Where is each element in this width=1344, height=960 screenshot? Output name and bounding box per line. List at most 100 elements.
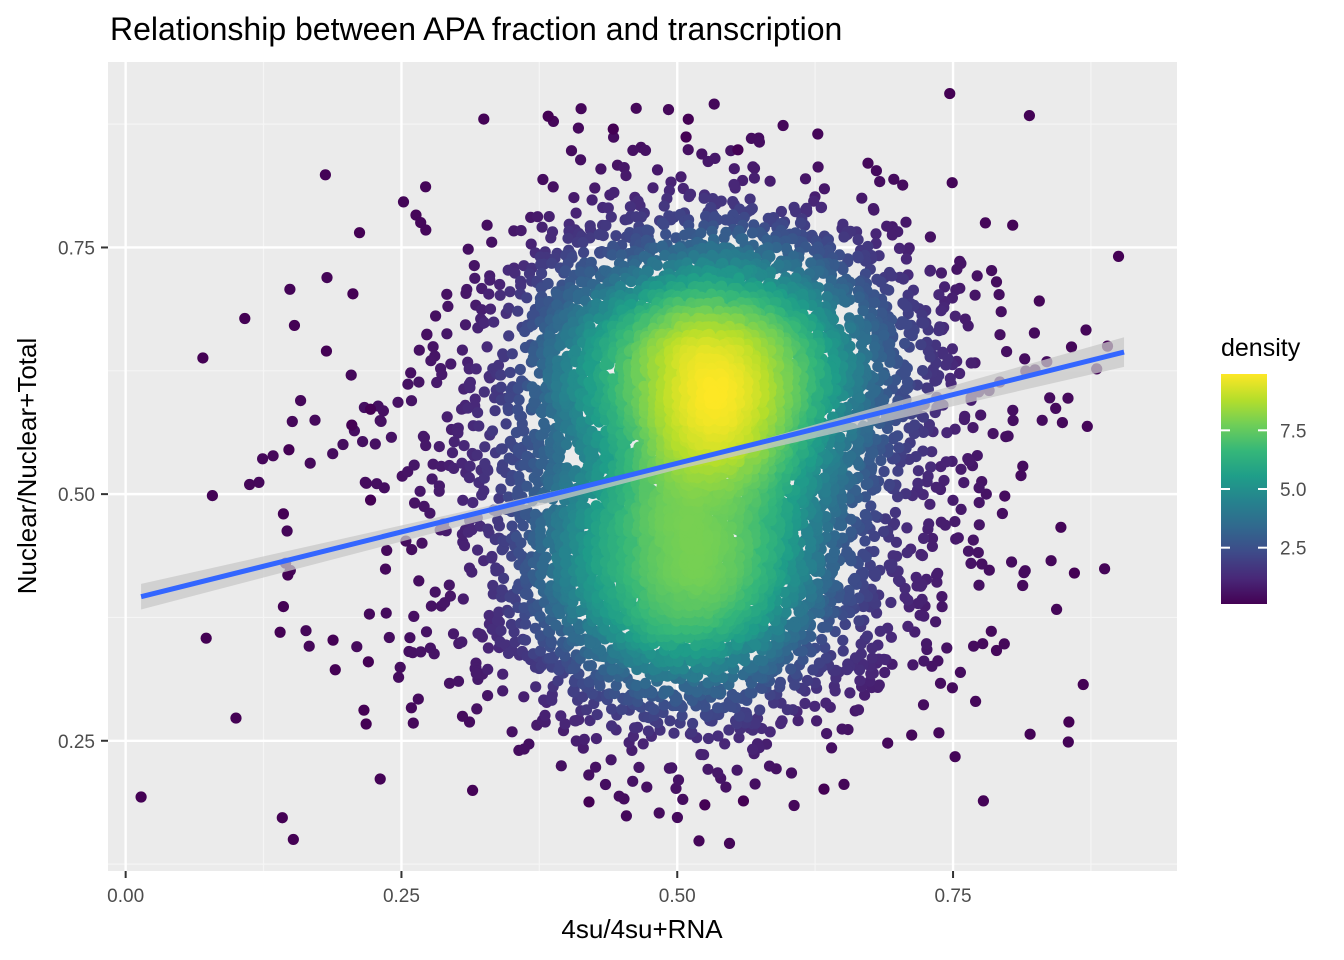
data-point bbox=[479, 441, 491, 453]
data-point bbox=[605, 754, 617, 766]
data-point bbox=[845, 450, 857, 462]
data-point bbox=[505, 618, 517, 631]
data-point bbox=[639, 144, 652, 156]
data-point bbox=[878, 653, 890, 665]
data-point bbox=[995, 306, 1007, 318]
data-point bbox=[794, 217, 807, 229]
data-point bbox=[337, 438, 349, 451]
data-point bbox=[521, 450, 533, 462]
data-point bbox=[512, 305, 524, 317]
data-point bbox=[954, 367, 966, 380]
data-point bbox=[481, 219, 493, 231]
data-point bbox=[627, 775, 639, 787]
data-point bbox=[902, 620, 914, 633]
data-point bbox=[664, 715, 676, 727]
data-point bbox=[284, 283, 296, 295]
data-point bbox=[651, 259, 664, 271]
data-point bbox=[867, 447, 879, 459]
data-point bbox=[441, 411, 453, 423]
data-point bbox=[971, 450, 983, 462]
data-point bbox=[849, 652, 862, 664]
data-point bbox=[436, 368, 448, 381]
data-point bbox=[575, 103, 587, 115]
data-point bbox=[1028, 327, 1040, 339]
data-point bbox=[1062, 392, 1074, 404]
data-point bbox=[620, 170, 632, 182]
data-point bbox=[534, 630, 546, 642]
data-point bbox=[590, 761, 602, 773]
data-point bbox=[467, 784, 479, 797]
data-point bbox=[345, 369, 357, 381]
data-point bbox=[1056, 417, 1068, 429]
data-point bbox=[498, 572, 510, 585]
data-point bbox=[886, 229, 898, 241]
data-point bbox=[856, 192, 868, 204]
data-point bbox=[448, 462, 460, 474]
data-point bbox=[632, 721, 644, 734]
data-point bbox=[428, 648, 440, 660]
data-point bbox=[841, 664, 853, 676]
data-point bbox=[446, 447, 459, 459]
data-point bbox=[471, 449, 483, 461]
data-point bbox=[936, 601, 948, 613]
data-point bbox=[975, 409, 987, 421]
data-point bbox=[613, 790, 625, 802]
data-point bbox=[606, 664, 618, 676]
data-point bbox=[381, 544, 393, 557]
data-point bbox=[959, 313, 971, 325]
data-point bbox=[489, 405, 501, 417]
data-point bbox=[493, 520, 505, 532]
data-point bbox=[695, 748, 707, 761]
data-point bbox=[934, 677, 947, 689]
data-point bbox=[737, 174, 749, 187]
data-point bbox=[723, 724, 735, 736]
data-point bbox=[900, 216, 912, 228]
data-point bbox=[496, 584, 508, 596]
data-point bbox=[309, 414, 321, 426]
data-point bbox=[932, 567, 944, 580]
data-point bbox=[1062, 736, 1074, 748]
data-point bbox=[866, 642, 878, 654]
data-point bbox=[924, 351, 936, 363]
data-point bbox=[684, 188, 697, 200]
data-point bbox=[496, 544, 508, 556]
data-point bbox=[723, 837, 736, 850]
data-point bbox=[712, 730, 724, 742]
data-point bbox=[495, 443, 507, 455]
data-point bbox=[559, 265, 572, 277]
data-point bbox=[608, 186, 620, 199]
data-point bbox=[630, 211, 642, 223]
data-point bbox=[897, 297, 909, 309]
data-point bbox=[600, 219, 612, 232]
data-point bbox=[838, 231, 850, 243]
data-point bbox=[933, 727, 945, 739]
data-point bbox=[958, 477, 970, 489]
data-point bbox=[951, 263, 963, 275]
data-point bbox=[933, 289, 945, 301]
data-point bbox=[383, 631, 395, 644]
data-point bbox=[775, 205, 788, 218]
data-point bbox=[949, 310, 961, 322]
data-point bbox=[968, 640, 980, 652]
data-point bbox=[572, 122, 585, 134]
data-point bbox=[543, 211, 555, 223]
data-point bbox=[809, 700, 821, 712]
data-point bbox=[712, 702, 724, 714]
data-point bbox=[748, 172, 761, 184]
data-point bbox=[954, 666, 967, 679]
data-point bbox=[547, 181, 559, 193]
data-point bbox=[468, 260, 480, 272]
data-point bbox=[426, 473, 438, 485]
data-point bbox=[327, 448, 339, 460]
data-point bbox=[479, 458, 491, 470]
data-point bbox=[647, 182, 659, 194]
data-point bbox=[668, 727, 680, 739]
data-point bbox=[923, 419, 936, 431]
data-point bbox=[538, 417, 550, 429]
data-point bbox=[820, 697, 832, 709]
data-point bbox=[998, 638, 1010, 650]
data-point bbox=[859, 508, 871, 521]
data-point bbox=[1007, 414, 1019, 427]
